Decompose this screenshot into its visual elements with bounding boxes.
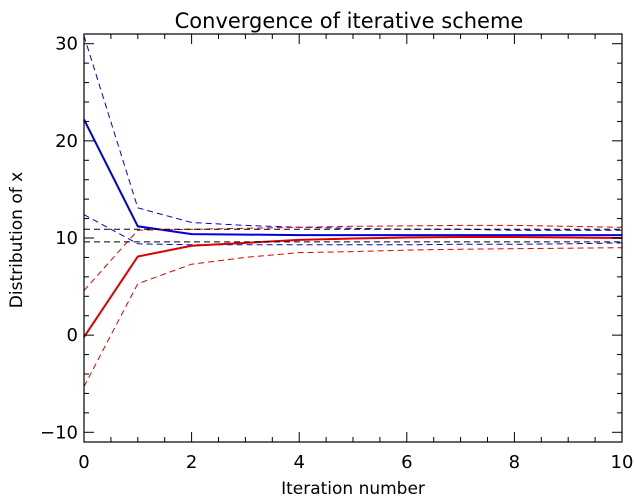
y-tick-label: 0: [67, 325, 78, 346]
plot-frame: [83, 33, 623, 443]
x-tick-label: 10: [611, 452, 634, 473]
x-tick-label: 0: [78, 452, 89, 473]
series-line-4: [83, 236, 623, 338]
y-tick-label: 20: [55, 131, 78, 152]
x-tick-label: 2: [186, 452, 197, 473]
series-line-2: [83, 35, 622, 231]
series-line-1: [83, 119, 622, 237]
y-axis-label: Distribution of x: [7, 172, 27, 308]
series-line-5: [83, 224, 623, 291]
series-layer: [83, 35, 623, 387]
series-line-6: [83, 247, 623, 387]
series-line-3: [83, 214, 623, 246]
x-tick-label: 4: [293, 452, 304, 473]
y-tick-label: 10: [55, 228, 78, 249]
x-axis-label: Iteration number: [281, 479, 425, 498]
chart-title: Convergence of iterative scheme: [175, 9, 524, 33]
y-tick-label: 30: [55, 34, 78, 55]
y-tick-label: −10: [40, 422, 78, 443]
x-tick-label: 6: [401, 452, 412, 473]
x-tick-label: 8: [509, 452, 520, 473]
